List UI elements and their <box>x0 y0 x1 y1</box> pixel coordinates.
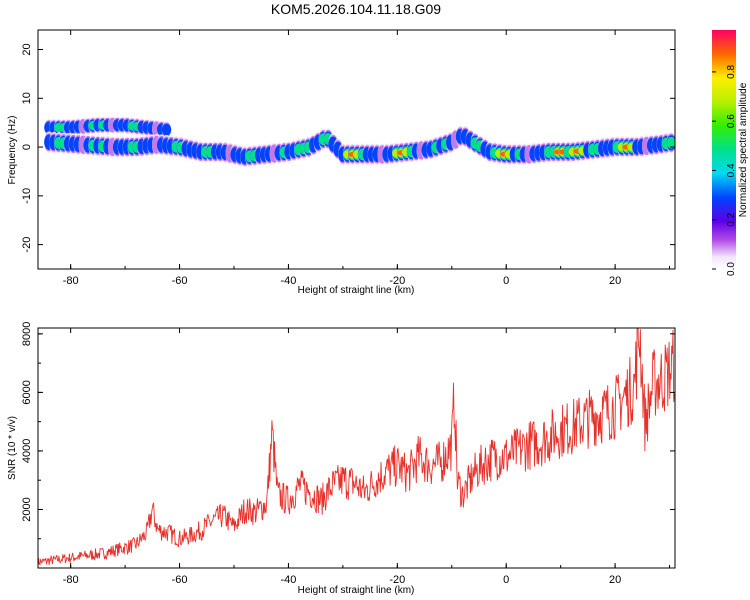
snr-ytick-label-4000: 4000 <box>21 439 33 463</box>
snr-axes: -80 -60 -40 -20 0 20 2000 4000 6000 8000 <box>21 322 675 586</box>
snr-line-marks <box>38 328 675 567</box>
heatmap-xtick-label--80: -80 <box>63 275 79 287</box>
snr-xtick-label-0: 0 <box>503 574 509 586</box>
heatmap-xtick-label--60: -60 <box>172 275 188 287</box>
heatmap-xlabel: Height of straight line (km) <box>298 285 415 296</box>
colorbar-tick-label-0.8: 0.8 <box>726 64 737 78</box>
colorbar-tick-label-0.6: 0.6 <box>726 114 737 128</box>
snr-xtick-label--60: -60 <box>172 574 188 586</box>
colorbar-tick-label-0: 0.0 <box>726 262 737 276</box>
snr-ytick-label-2000: 2000 <box>21 497 33 521</box>
heatmap-ytick-label-20: 20 <box>21 43 33 55</box>
snr-ytick-label-6000: 6000 <box>21 380 33 404</box>
colorbar-axes: 0.0 0.2 0.4 0.6 0.8 <box>712 64 737 276</box>
snr-xtick-label-20: 20 <box>609 574 621 586</box>
heatmap-title: KOM5.2026.104.11.18.G09 <box>271 1 441 17</box>
heatmap-xtick-label-20: 20 <box>609 275 621 287</box>
heatmap-ylabel: Frequency (Hz) <box>7 116 18 185</box>
heatmap-axes: -80 -60 -40 -20 0 20 -20 -10 0 10 20 <box>21 30 675 287</box>
colorbar-tick-label-0.2: 0.2 <box>726 212 737 226</box>
snr-xtick-label--80: -80 <box>63 574 79 586</box>
heatmap-ytick-label-0: 0 <box>21 144 33 150</box>
heatmap-ytick-label-10: 10 <box>21 92 33 104</box>
snr-xlabel: Height of straight line (km) <box>298 585 415 596</box>
colorbar-label: Normalized spectral amplitude <box>738 82 749 217</box>
snr-xtick-label--20: -20 <box>389 574 405 586</box>
heatmap-frame <box>37 29 676 270</box>
snr-frame <box>37 327 676 569</box>
heatmap-ytick-label--20: -20 <box>21 237 33 253</box>
snr-series-line <box>38 328 675 567</box>
heatmap-xtick-label--40: -40 <box>280 275 296 287</box>
heatmap-ytick-label--10: -10 <box>21 188 33 204</box>
snr-ylabel: SNR (10 * v/v) <box>7 416 18 480</box>
heatmap-xtick-label--20: -20 <box>389 275 405 287</box>
colorbar-tick-label-0.4: 0.4 <box>726 163 737 177</box>
heatmap-cell-77 <box>161 123 172 136</box>
snr-xtick-label--40: -40 <box>280 574 296 586</box>
snr-ytick-label-8000: 8000 <box>21 322 33 346</box>
heatmap-marks <box>44 116 675 168</box>
colorbar <box>712 30 736 269</box>
heatmap-cell-526 <box>666 136 675 149</box>
heatmap-xtick-label-0: 0 <box>503 275 509 287</box>
